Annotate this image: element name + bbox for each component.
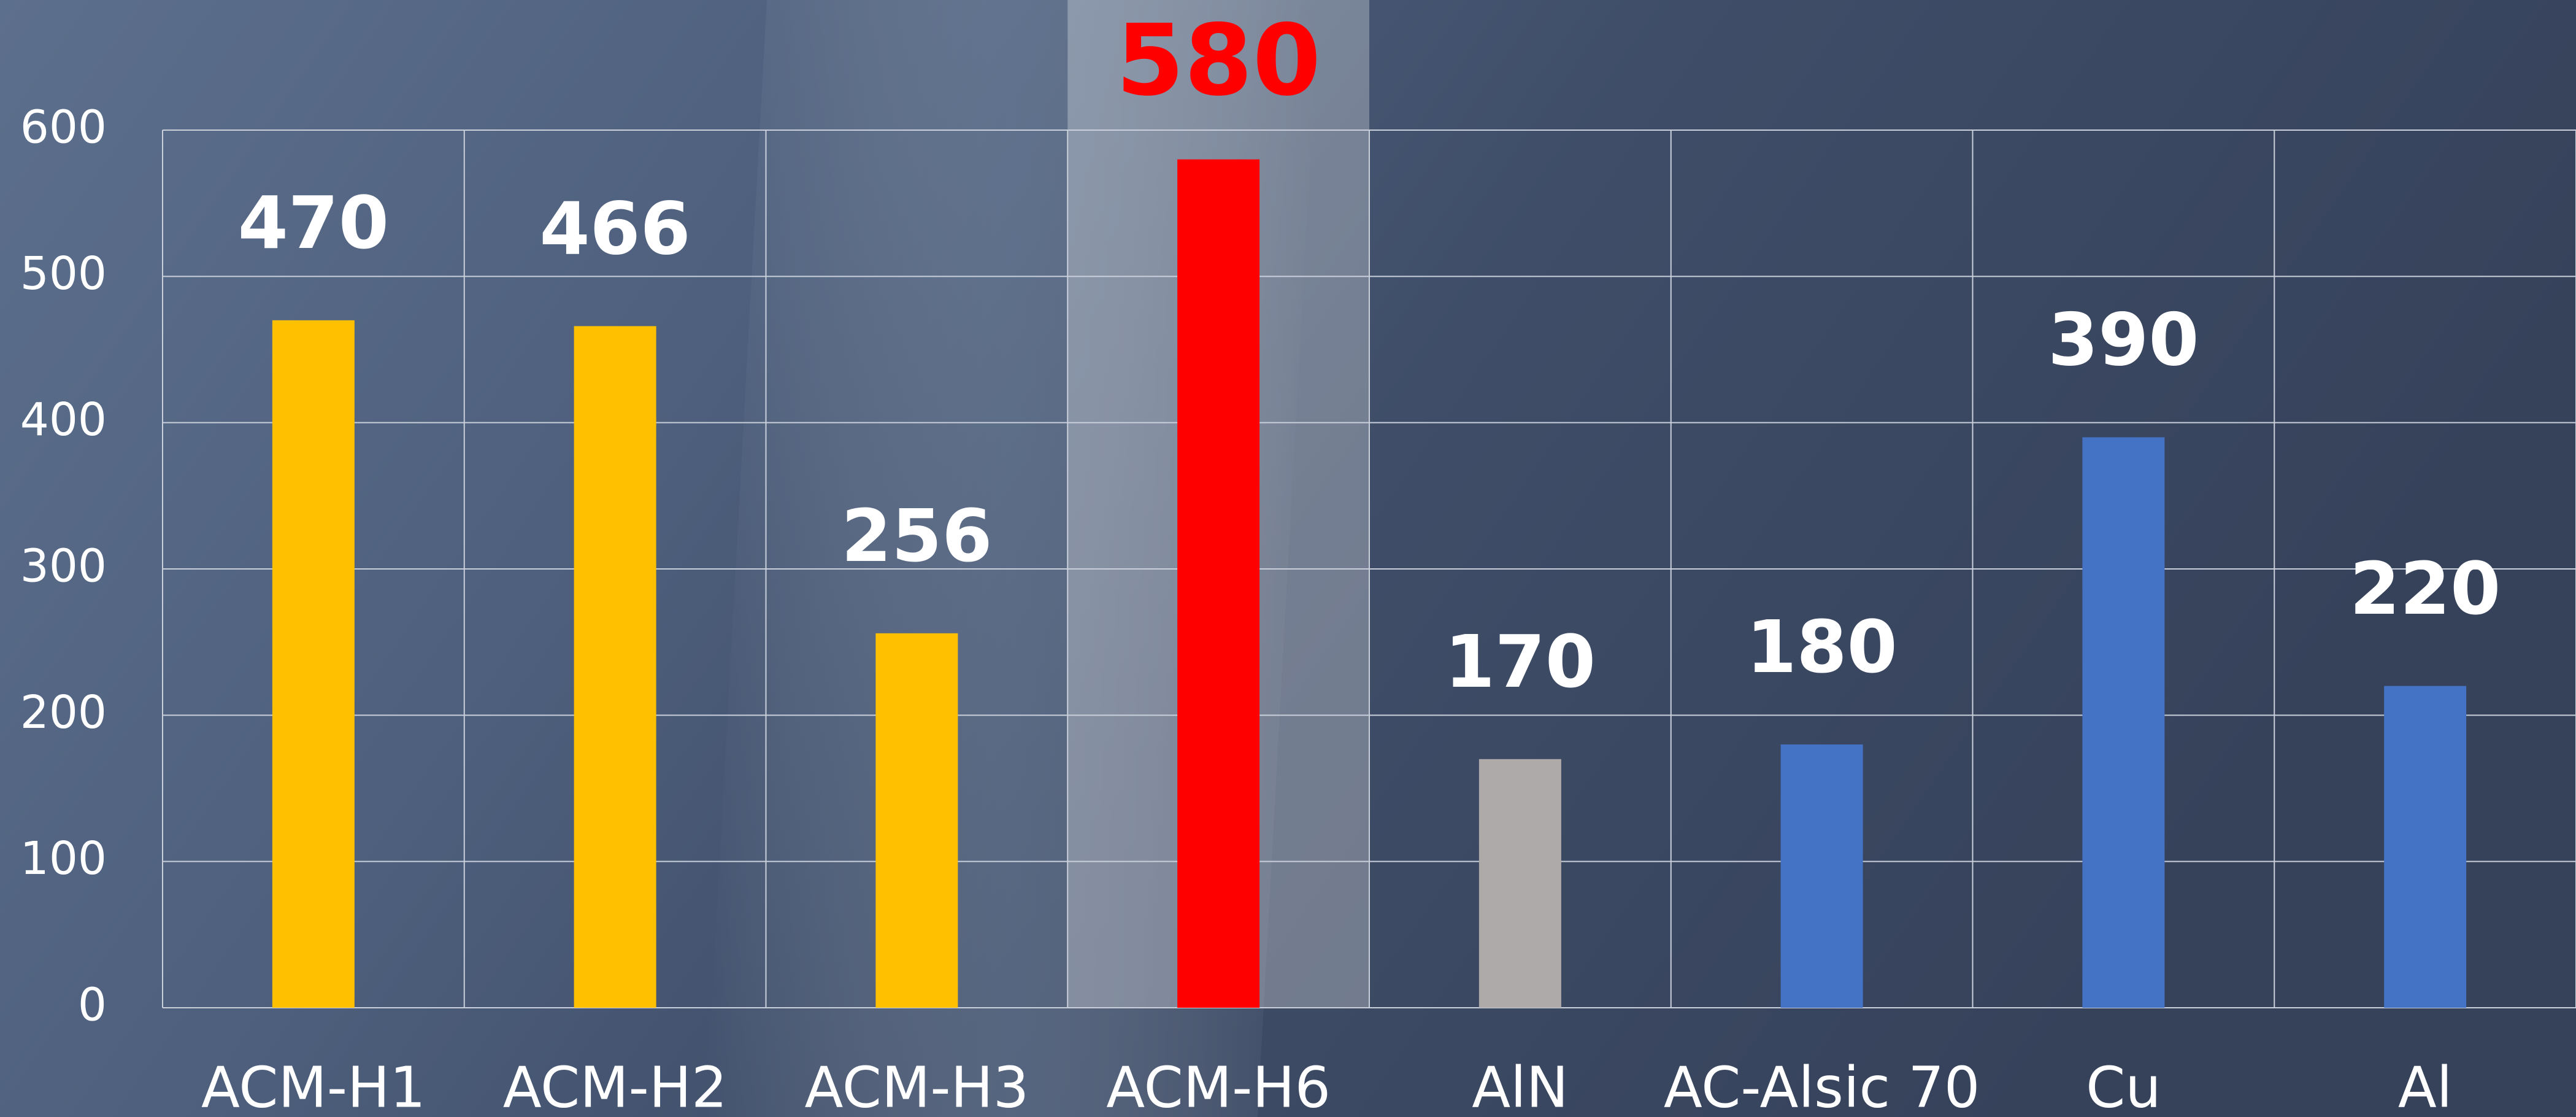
y-tick-label: 200 (20, 686, 107, 739)
bar (1781, 744, 1863, 1008)
x-tick-label: AC-Alsic 70 (1664, 1054, 1980, 1117)
value-label: 470 (238, 180, 389, 265)
bar (1479, 759, 1561, 1008)
y-tick-label: 100 (20, 832, 107, 885)
y-tick-label: 0 (78, 979, 107, 1032)
x-tick-label: AlN (1472, 1054, 1568, 1117)
value-label: 390 (2048, 298, 2199, 382)
value-label: 256 (841, 493, 992, 578)
value-label: 466 (539, 187, 690, 271)
y-tick-label: 400 (20, 393, 107, 446)
x-tick-label: ACM-H3 (804, 1054, 1029, 1117)
bar (574, 326, 656, 1008)
y-tick-label: 600 (20, 101, 107, 154)
value-label: 220 (2350, 546, 2501, 631)
value-label: 580 (1116, 3, 1321, 118)
y-tick-label: 500 (20, 247, 107, 300)
value-label: 180 (1746, 605, 1897, 689)
x-tick-label: ACM-H6 (1106, 1054, 1331, 1117)
x-tick-label: ACM-H1 (201, 1054, 426, 1117)
bar (1177, 160, 1259, 1008)
bar (272, 320, 355, 1008)
chart: 0 100 200 300 400 500 600 470 ACM-H1 466 ACM-H2 256… (0, 0, 2576, 1117)
x-tick-label: Al (2398, 1054, 2453, 1117)
bar (875, 633, 958, 1008)
bar (2384, 686, 2466, 1008)
bar (2082, 438, 2164, 1008)
x-tick-label: ACM-H2 (503, 1054, 728, 1117)
y-tick-label: 300 (20, 540, 107, 593)
x-tick-label: Cu (2086, 1054, 2161, 1117)
value-label: 170 (1445, 619, 1596, 704)
